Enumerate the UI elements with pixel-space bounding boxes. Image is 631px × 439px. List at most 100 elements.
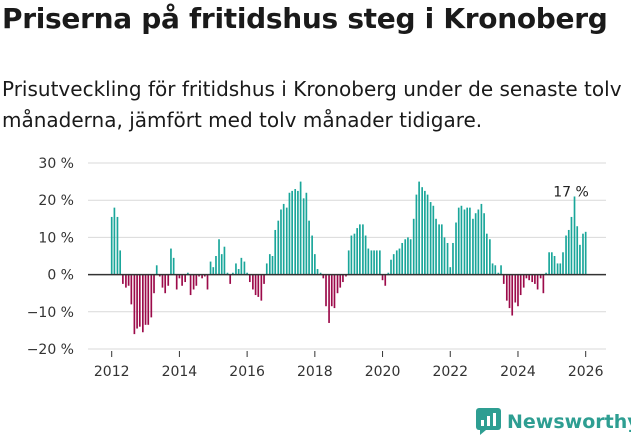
- bar: [240, 257, 243, 275]
- bar: [412, 218, 415, 275]
- bar: [584, 231, 587, 275]
- bar: [449, 267, 452, 275]
- bar: [418, 181, 420, 275]
- bar: [282, 203, 285, 275]
- bar: [404, 239, 407, 275]
- bar: [500, 265, 502, 275]
- bar: [215, 256, 217, 275]
- x-tick-label: 2018: [297, 364, 333, 380]
- bar: [550, 252, 553, 275]
- bar: [164, 274, 167, 294]
- bar: [288, 192, 291, 275]
- bar: [252, 274, 254, 290]
- bar: [220, 254, 223, 275]
- bar: [319, 272, 322, 275]
- chart-title: Priserna på fritidshus steg i Kronoberg: [2, 2, 608, 35]
- bar: [203, 274, 206, 277]
- bar: [446, 242, 449, 275]
- bar: [206, 274, 209, 290]
- bar: [536, 274, 539, 290]
- bar: [542, 274, 545, 294]
- bar: [336, 274, 339, 294]
- bar: [432, 205, 435, 275]
- bar: [127, 274, 130, 286]
- bar: [116, 216, 119, 275]
- bar: [142, 274, 144, 333]
- bar: [522, 274, 525, 288]
- bar: [178, 274, 181, 279]
- bar: [463, 209, 466, 275]
- bar: [189, 274, 192, 296]
- y-tick-label: 10 %: [38, 230, 74, 246]
- bar: [525, 274, 528, 279]
- bar: [505, 274, 508, 301]
- bar: [401, 242, 404, 275]
- bar: [469, 207, 471, 275]
- bar: [567, 229, 570, 275]
- bar: [409, 239, 412, 275]
- bar: [517, 274, 519, 307]
- bar: [294, 189, 297, 275]
- bar: [480, 203, 483, 275]
- bar: [147, 274, 150, 325]
- brand-logo: Newsworthy: [476, 408, 631, 435]
- bar: [291, 190, 293, 275]
- bar: [565, 235, 567, 275]
- bar: [457, 207, 460, 275]
- bar: [398, 248, 401, 275]
- bar: [110, 216, 113, 275]
- bar: [494, 265, 497, 275]
- bar: [502, 274, 505, 284]
- bar: [497, 272, 500, 275]
- x-tick-label: 2012: [94, 364, 130, 380]
- bar: [138, 274, 141, 327]
- bar: [519, 274, 522, 296]
- bar: [248, 274, 251, 283]
- bar: [153, 274, 155, 294]
- bar: [370, 250, 373, 275]
- bar: [345, 274, 347, 277]
- bar: [209, 261, 212, 275]
- bar: [144, 274, 147, 325]
- bar: [229, 274, 232, 284]
- bar: [562, 252, 564, 275]
- bar: [395, 250, 398, 275]
- y-tick-label: −10 %: [27, 305, 74, 321]
- bar: [243, 261, 246, 275]
- bar-chart: −20 % −10 % 0 % 10 % 20 % 30 % 2012 2014 2016 201…: [27, 156, 606, 380]
- bar: [198, 274, 200, 277]
- y-tick-label: −20 %: [27, 342, 74, 358]
- bar: [387, 272, 390, 275]
- x-tick-label: 2022: [432, 364, 468, 380]
- bar: [271, 256, 274, 275]
- annotation-label: 17 %: [553, 184, 589, 200]
- bar: [573, 196, 576, 275]
- bar: [223, 246, 226, 275]
- bar: [489, 239, 491, 275]
- bar: [133, 274, 136, 335]
- bar: [390, 259, 392, 275]
- bar: [280, 209, 282, 275]
- bar: [297, 190, 299, 275]
- bar: [274, 229, 277, 275]
- bar: [582, 233, 584, 275]
- bar: [342, 274, 344, 283]
- bar: [113, 207, 116, 275]
- bar: [333, 274, 336, 309]
- bar: [435, 218, 437, 275]
- bar: [201, 274, 203, 279]
- bar: [161, 274, 164, 288]
- bar: [534, 274, 536, 284]
- chart-subtitle: Prisutveckling för fritidshus i Kronober…: [2, 77, 622, 132]
- bar: [531, 274, 534, 283]
- bar: [302, 198, 305, 275]
- bar: [167, 274, 170, 286]
- bar: [313, 254, 316, 275]
- bar: [477, 209, 480, 275]
- bar: [373, 250, 375, 275]
- bar: [539, 274, 542, 279]
- bar: [325, 274, 327, 307]
- x-tick-label: 2016: [229, 364, 265, 380]
- newsworthy-logo-icon: [476, 408, 501, 435]
- bar: [187, 272, 189, 275]
